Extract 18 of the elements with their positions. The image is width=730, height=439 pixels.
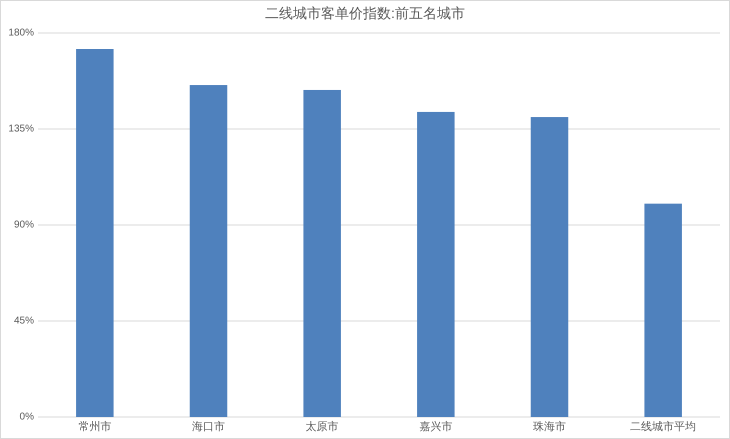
bar xyxy=(644,204,682,417)
x-tick-label: 珠海市 xyxy=(533,420,566,433)
bar xyxy=(190,85,228,417)
y-tick-label: 90% xyxy=(14,220,34,230)
bar xyxy=(303,90,341,417)
x-tick-label: 太原市 xyxy=(306,420,339,433)
y-tick-label: 0% xyxy=(20,412,34,422)
bar xyxy=(417,112,455,417)
y-tick-label: 45% xyxy=(14,316,34,326)
x-tick-label: 常州市 xyxy=(78,420,112,433)
x-tick-label: 海口市 xyxy=(192,420,225,433)
x-tick-label: 二线城市平均 xyxy=(630,420,696,433)
chart-title: 二线城市客单价指数:前五名城市 xyxy=(265,5,465,21)
x-tick-label: 嘉兴市 xyxy=(419,420,452,433)
y-tick-label: 135% xyxy=(8,124,34,134)
bar xyxy=(76,49,114,417)
y-tick-label: 180% xyxy=(8,28,34,38)
bar xyxy=(530,117,568,417)
